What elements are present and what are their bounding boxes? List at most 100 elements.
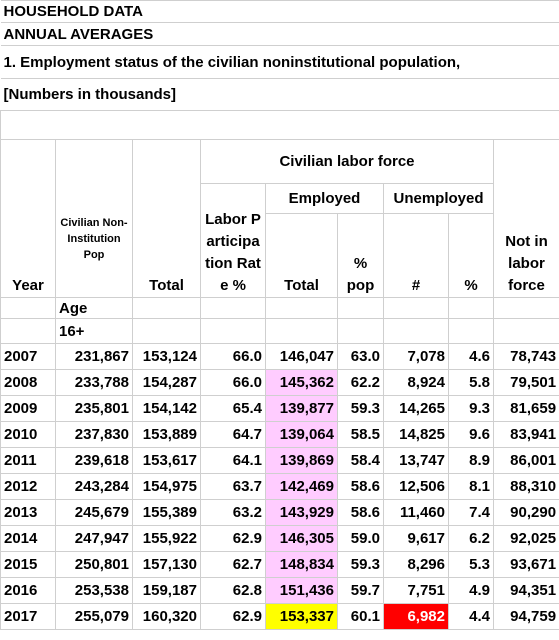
data-row: 2015 250,801 157,130 62.7 148,834 59.3 8,296 5.… — [0, 551, 559, 578]
group-header: Unemployed — [383, 183, 494, 214]
value-cell: 13,747 — [383, 447, 449, 474]
value-cell: 154,975 — [132, 473, 201, 500]
value-cell: 9.3 — [448, 395, 494, 422]
data-row: 2010 237,830 153,889 64.7 139,064 58.5 14,825 9… — [0, 421, 559, 448]
value-cell: 66.0 — [200, 369, 266, 396]
value-cell: 145,362 — [265, 369, 338, 396]
value-cell: 63.2 — [200, 499, 266, 526]
value-cell: 250,801 — [55, 551, 133, 578]
value-cell: 63.7 — [200, 473, 266, 500]
value-cell: 81,659 — [492, 395, 559, 422]
col-header: Total — [132, 139, 201, 298]
title-line: HOUSEHOLD DATA — [0, 0, 559, 23]
title-line: ANNUAL AVERAGES — [0, 22, 559, 46]
value-cell: 139,877 — [265, 395, 338, 422]
value-cell: 6.2 — [448, 525, 494, 552]
value-cell: 243,284 — [55, 473, 133, 500]
data-row: 2012 243,284 154,975 63.7 142,469 58.6 12,506 8… — [0, 473, 559, 500]
group-header: Civilian labor force — [200, 139, 494, 184]
value-cell: 255,079 — [55, 603, 133, 630]
value-cell: 58.6 — [337, 473, 384, 500]
value-cell: 64.7 — [200, 421, 266, 448]
value-cell: 4.4 — [448, 603, 494, 630]
data-row: 2013 245,679 155,389 63.2 143,929 58.6 11,460 7… — [0, 499, 559, 526]
col-header: % — [448, 213, 494, 298]
year-cell: 2010 — [0, 421, 56, 448]
year-cell: 2015 — [0, 551, 56, 578]
col-header: Total — [265, 213, 338, 298]
year-cell: 2017 — [0, 603, 56, 630]
value-cell: 151,436 — [265, 577, 338, 604]
value-cell: 7,751 — [383, 577, 449, 604]
data-row: 2011 239,618 153,617 64.1 139,869 58.4 13,747 8… — [0, 447, 559, 474]
value-cell: 92,025 — [492, 525, 559, 552]
value-cell: 59.3 — [337, 551, 384, 578]
value-cell: 62.2 — [337, 369, 384, 396]
value-cell: 59.3 — [337, 395, 384, 422]
data-row: 2007 231,867 153,124 66.0 146,047 63.0 7,078 4.… — [0, 343, 559, 370]
value-cell: 235,801 — [55, 395, 133, 422]
data-row: 2008 233,788 154,287 66.0 145,362 62.2 8,924 5.… — [0, 369, 559, 396]
group-header: Employed — [265, 183, 384, 214]
value-cell: 142,469 — [265, 473, 338, 500]
year-cell: 2008 — [0, 369, 56, 396]
value-cell: 59.0 — [337, 525, 384, 552]
value-cell: 90,290 — [492, 499, 559, 526]
value-cell: 83,941 — [492, 421, 559, 448]
value-cell: 146,047 — [265, 343, 338, 370]
value-cell: 66.0 — [200, 343, 266, 370]
value-cell: 237,830 — [55, 421, 133, 448]
value-cell: 6,982 — [383, 603, 449, 630]
value-cell: 247,947 — [55, 525, 133, 552]
data-row: 2014 247,947 155,922 62.9 146,305 59.0 9,617 6.… — [0, 525, 559, 552]
value-cell: 64.1 — [200, 447, 266, 474]
value-cell: 139,869 — [265, 447, 338, 474]
value-cell: 160,320 — [132, 603, 201, 630]
value-cell: 233,788 — [55, 369, 133, 396]
year-cell: 2013 — [0, 499, 56, 526]
value-cell: 60.1 — [337, 603, 384, 630]
value-cell: 58.6 — [337, 499, 384, 526]
value-cell: 7.4 — [448, 499, 494, 526]
value-cell: 153,124 — [132, 343, 201, 370]
col-header: # — [383, 213, 449, 298]
value-cell: 62.7 — [200, 551, 266, 578]
value-cell: 9.6 — [448, 421, 494, 448]
value-cell: 65.4 — [200, 395, 266, 422]
value-cell: 5.3 — [448, 551, 494, 578]
value-cell: 154,142 — [132, 395, 201, 422]
value-cell: 94,759 — [492, 603, 559, 630]
value-cell: 62.9 — [200, 525, 266, 552]
value-cell: 59.7 — [337, 577, 384, 604]
value-cell: 79,501 — [492, 369, 559, 396]
value-cell: 4.6 — [448, 343, 494, 370]
title-line: [Numbers in thousands] — [0, 78, 559, 111]
title-line: 1. Employment status of the civilian non… — [0, 45, 559, 79]
year-cell: 2011 — [0, 447, 56, 474]
value-cell: 63.0 — [337, 343, 384, 370]
col-header: Labor Participation Rate % — [200, 183, 266, 298]
value-cell: 157,130 — [132, 551, 201, 578]
col-header: Civilian Non-Institution Pop — [55, 139, 133, 298]
value-cell: 86,001 — [492, 447, 559, 474]
value-cell: 154,287 — [132, 369, 201, 396]
year-cell: 2016 — [0, 577, 56, 604]
value-cell: 5.8 — [448, 369, 494, 396]
year-cell: 2014 — [0, 525, 56, 552]
data-row: 2017 255,079 160,320 62.9 153,337 60.1 6,982 4.… — [0, 603, 559, 630]
value-cell: 62.8 — [200, 577, 266, 604]
value-cell: 8.1 — [448, 473, 494, 500]
value-cell: 4.9 — [448, 577, 494, 604]
value-cell: 8.9 — [448, 447, 494, 474]
value-cell: 94,351 — [492, 577, 559, 604]
value-cell: 93,671 — [492, 551, 559, 578]
value-cell: 153,337 — [265, 603, 338, 630]
value-cell: 146,305 — [265, 525, 338, 552]
year-cell: 2009 — [0, 395, 56, 422]
col-header: Year — [0, 139, 56, 298]
value-cell: 239,618 — [55, 447, 133, 474]
year-cell: 2007 — [0, 343, 56, 370]
value-cell: 159,187 — [132, 577, 201, 604]
value-cell: 7,078 — [383, 343, 449, 370]
